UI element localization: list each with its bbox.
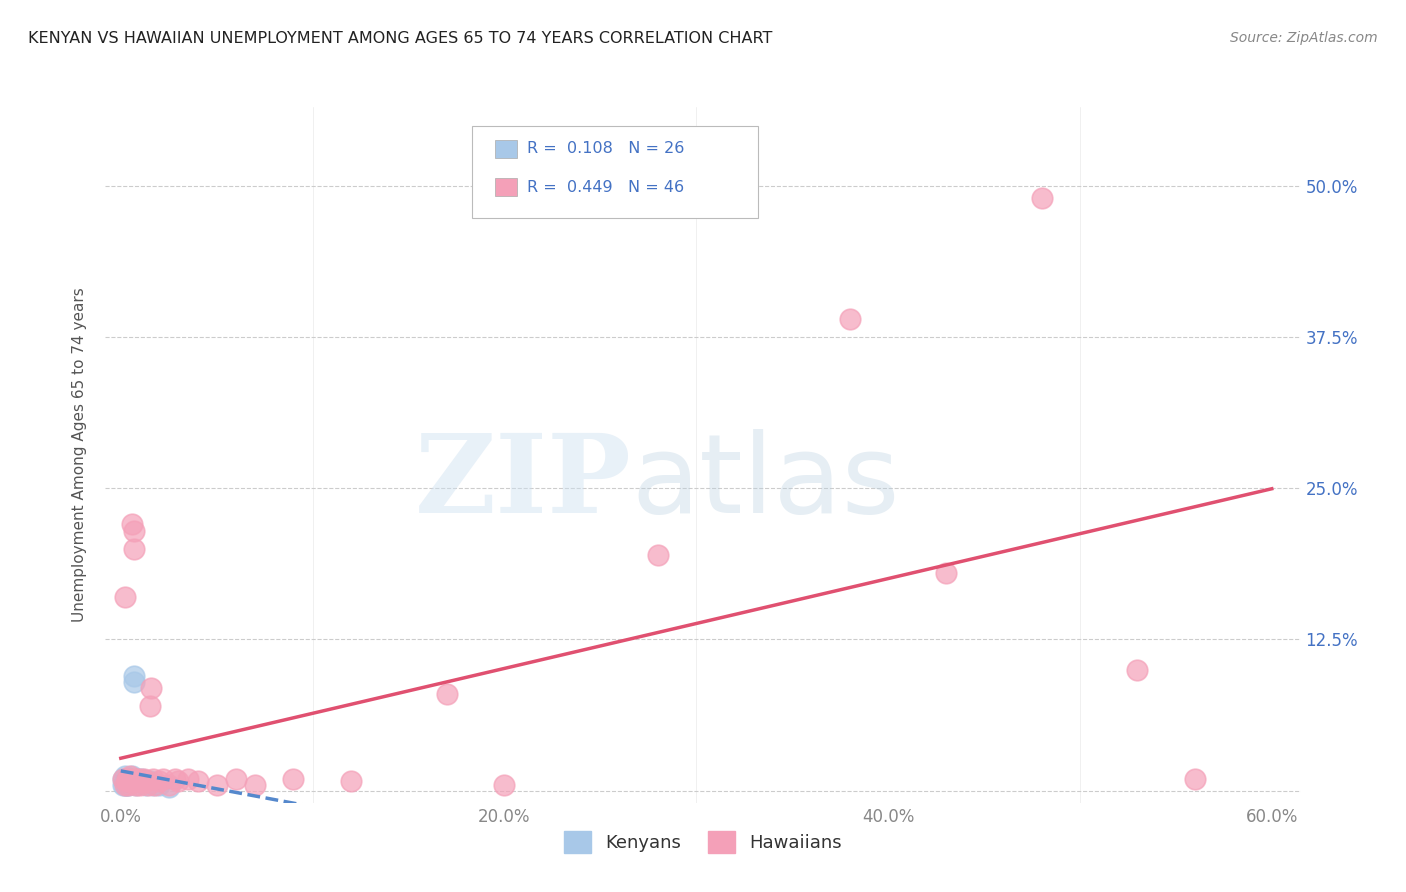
Point — [129, 778, 152, 792]
Point — [131, 775, 153, 789]
Point — [148, 774, 170, 789]
Point — [167, 774, 190, 789]
Point — [494, 778, 516, 792]
Text: R =  0.449   N = 46: R = 0.449 N = 46 — [527, 180, 685, 194]
Point — [135, 778, 157, 792]
Point — [115, 774, 138, 789]
Point — [838, 311, 860, 326]
Point — [1184, 772, 1206, 786]
Point — [117, 778, 139, 792]
Point — [138, 774, 160, 789]
Point — [1031, 191, 1053, 205]
Point — [225, 772, 247, 786]
Point — [131, 772, 153, 786]
Point — [436, 687, 458, 701]
Point — [120, 772, 142, 786]
Text: Source: ZipAtlas.com: Source: ZipAtlas.com — [1230, 31, 1378, 45]
Point — [205, 778, 228, 792]
Point — [141, 681, 163, 695]
Point — [935, 566, 957, 580]
Point — [243, 778, 266, 792]
Point — [125, 772, 148, 786]
Point — [125, 778, 148, 792]
Point — [152, 772, 174, 786]
Point — [122, 669, 145, 683]
Text: ZIP: ZIP — [415, 429, 631, 536]
Point — [117, 772, 139, 786]
Point — [115, 772, 138, 786]
Point — [129, 774, 152, 789]
Point — [121, 769, 143, 783]
Point — [142, 772, 165, 786]
Point — [117, 778, 139, 792]
Point — [127, 774, 149, 789]
Point — [132, 772, 155, 786]
Point — [125, 778, 148, 792]
Point — [1126, 663, 1149, 677]
Text: atlas: atlas — [631, 429, 900, 536]
Point — [114, 769, 136, 783]
Point — [114, 778, 136, 792]
Point — [135, 774, 157, 789]
Point — [122, 524, 145, 538]
Point — [114, 774, 136, 789]
Text: KENYAN VS HAWAIIAN UNEMPLOYMENT AMONG AGES 65 TO 74 YEARS CORRELATION CHART: KENYAN VS HAWAIIAN UNEMPLOYMENT AMONG AG… — [28, 31, 772, 46]
Point — [111, 778, 134, 792]
Point — [127, 772, 149, 786]
Point — [111, 772, 134, 786]
Point — [122, 541, 145, 556]
Text: R =  0.108   N = 26: R = 0.108 N = 26 — [527, 142, 685, 156]
Point — [115, 775, 138, 789]
Y-axis label: Unemployment Among Ages 65 to 74 years: Unemployment Among Ages 65 to 74 years — [72, 287, 87, 623]
Point — [120, 769, 142, 783]
Point — [114, 778, 136, 792]
Legend: Kenyans, Hawaiians: Kenyans, Hawaiians — [557, 823, 849, 860]
Point — [283, 772, 305, 786]
Point — [142, 778, 165, 792]
Point — [121, 517, 143, 532]
Point — [121, 772, 143, 787]
Point — [157, 778, 180, 792]
Point — [111, 772, 134, 786]
Point — [163, 772, 186, 786]
Point — [129, 772, 152, 786]
Point — [647, 548, 669, 562]
Point — [148, 778, 170, 792]
Point — [136, 778, 159, 792]
Point — [157, 780, 180, 794]
Point — [114, 590, 136, 604]
Point — [115, 772, 138, 786]
Point — [340, 774, 363, 789]
Point — [143, 778, 166, 792]
Point — [122, 674, 145, 689]
Point — [120, 775, 142, 789]
Point — [132, 775, 155, 789]
Point — [138, 698, 160, 713]
Point — [186, 774, 208, 789]
Point — [117, 772, 139, 786]
Point — [115, 778, 138, 792]
Point — [120, 774, 142, 789]
Point — [177, 772, 200, 786]
Point — [121, 772, 143, 786]
